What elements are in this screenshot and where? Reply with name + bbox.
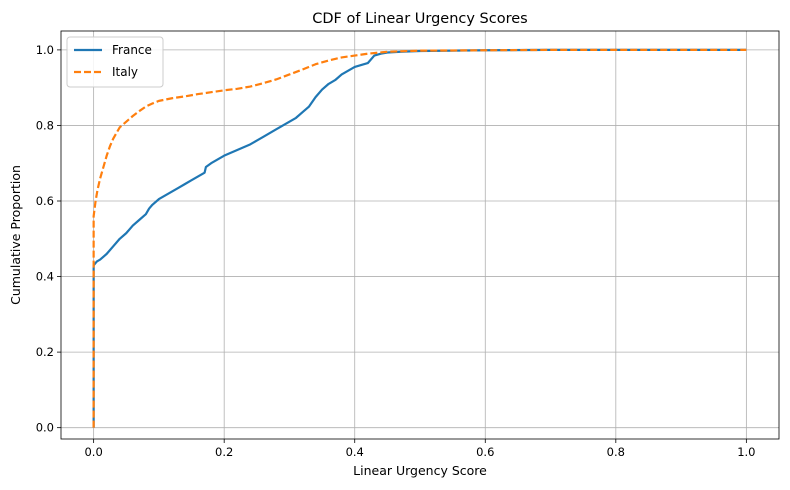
series-group	[92, 48, 747, 428]
x-tick-label: 0.8	[607, 445, 625, 459]
y-tick-label: 0.2	[36, 345, 54, 359]
y-tick-label: 0.0	[36, 421, 54, 435]
x-tick-label: 0.0	[84, 445, 102, 459]
y-tick-label: 1.0	[36, 43, 54, 57]
y-tick-label: 0.4	[36, 270, 54, 284]
x-axis-label: Linear Urgency Score	[353, 463, 487, 478]
y-tick-label: 0.8	[36, 118, 54, 132]
x-axis-ticks: 0.0 0.2 0.4 0.6 0.8 1.0	[84, 439, 756, 459]
grid-lines	[61, 31, 779, 439]
y-axis-label: Cumulative Proportion	[8, 165, 23, 305]
x-tick-label: 1.0	[737, 445, 755, 459]
legend-label-france: France	[112, 43, 152, 57]
y-tick-label: 0.6	[36, 194, 54, 208]
plot-area-frame	[60, 30, 780, 440]
legend: France Italy	[66, 36, 164, 88]
x-tick-label: 0.2	[215, 445, 233, 459]
chart-title: CDF of Linear Urgency Scores	[312, 11, 527, 27]
x-tick-label: 0.4	[346, 445, 364, 459]
legend-label-italy: Italy	[112, 65, 138, 79]
y-axis-ticks: 0.0 0.2 0.4 0.6 0.8 1.0	[36, 43, 61, 435]
x-tick-label: 0.6	[476, 445, 494, 459]
